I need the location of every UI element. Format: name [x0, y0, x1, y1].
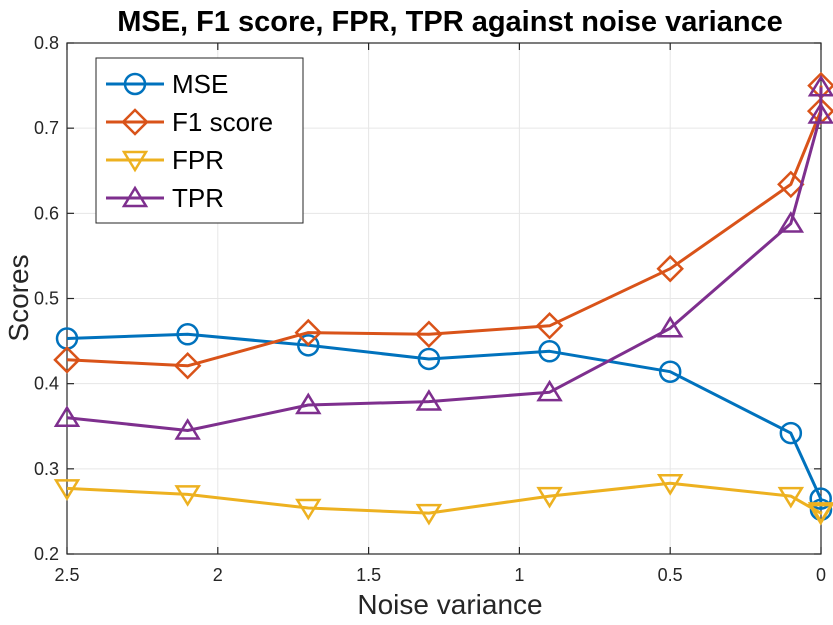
data-point-tpr: [174, 418, 201, 440]
legend-entry-tpr: TPR: [106, 183, 224, 213]
data-point-fpr: [415, 503, 443, 526]
series-tpr: [53, 74, 833, 440]
series-line-tpr: [66, 87, 823, 432]
data-point-f1-score: [415, 320, 443, 349]
y-tick-label: 0.3: [34, 459, 59, 479]
data-point-fpr: [777, 486, 805, 509]
data-point-tpr: [656, 315, 684, 338]
series: [53, 71, 833, 526]
x-tick-label: 1.5: [356, 565, 381, 585]
data-point-mse: [779, 421, 803, 445]
data-point-f1-score: [53, 346, 81, 374]
data-point-f1-score: [173, 352, 202, 380]
data-point-f1-score: [535, 311, 564, 340]
series-line-f1-score: [66, 85, 823, 368]
y-tick-label: 0.6: [34, 203, 59, 223]
legend-marker-f1-score: [121, 108, 149, 136]
data-point-mse: [417, 347, 441, 371]
data-point-mse: [297, 334, 320, 357]
data-point-mse: [538, 340, 561, 363]
legend-entry-mse: MSE: [106, 69, 228, 99]
y-axis-label: Scores: [3, 254, 34, 341]
data-point-tpr: [53, 405, 81, 427]
legend-marker-mse: [123, 72, 147, 96]
x-tick-label: 2.5: [54, 565, 79, 585]
legend-label-tpr: TPR: [172, 183, 224, 213]
data-point-f1-score: [656, 254, 684, 283]
y-tick-label: 0.7: [34, 118, 59, 138]
data-point-tpr: [807, 102, 833, 124]
chart-title: MSE, F1 score, FPR, TPR against noise va…: [117, 6, 783, 38]
legend-label-fpr: FPR: [172, 145, 224, 175]
legend-label-mse: MSE: [172, 69, 228, 99]
data-point-tpr: [777, 211, 805, 233]
legend-entry-f1-score: F1 score: [106, 107, 273, 137]
y-tick-label: 0.8: [34, 33, 59, 53]
data-point-fpr: [295, 498, 322, 521]
legend-entry-fpr: FPR: [106, 145, 224, 175]
data-point-mse: [809, 487, 832, 510]
data-point-fpr: [656, 474, 684, 496]
data-point-f1-score: [294, 318, 323, 347]
series-f1-score: [53, 71, 833, 380]
data-point-mse: [176, 323, 199, 346]
legend-label-f1-score: F1 score: [172, 107, 273, 137]
axis-ticks: 2.5 2 1.5 1 0.5 0 0.2 0.3 0.4 0.5 0.6 0.7 0.8: [34, 33, 826, 585]
data-point-f1-score: [777, 170, 805, 199]
legend-marker-fpr: [121, 150, 149, 173]
legend: MSE F1 score FPR TPR: [95, 57, 304, 224]
data-point-fpr: [536, 486, 563, 509]
data-point-tpr: [415, 389, 443, 411]
series-fpr: [53, 474, 833, 526]
y-tick-label: 0.2: [34, 544, 59, 564]
series-mse: [55, 323, 833, 521]
y-tick-label: 0.4: [34, 374, 59, 394]
data-point-tpr: [295, 392, 322, 415]
data-point-tpr: [536, 379, 563, 402]
x-axis-label: Noise variance: [357, 589, 542, 620]
series-line-fpr: [66, 481, 823, 515]
x-tick-label: 2: [213, 565, 223, 585]
data-point-fpr: [174, 485, 201, 507]
x-tick-label: 0: [816, 565, 826, 585]
legend-marker-tpr: [121, 185, 149, 208]
series-line-mse: [66, 332, 823, 510]
data-point-tpr: [807, 74, 833, 97]
x-tick-label: 1: [514, 565, 524, 585]
x-tick-label: 0.5: [658, 565, 683, 585]
data-point-fpr: [53, 479, 81, 501]
y-tick-label: 0.5: [34, 289, 59, 309]
data-point-fpr: [807, 502, 833, 524]
data-point-mse: [658, 360, 682, 383]
